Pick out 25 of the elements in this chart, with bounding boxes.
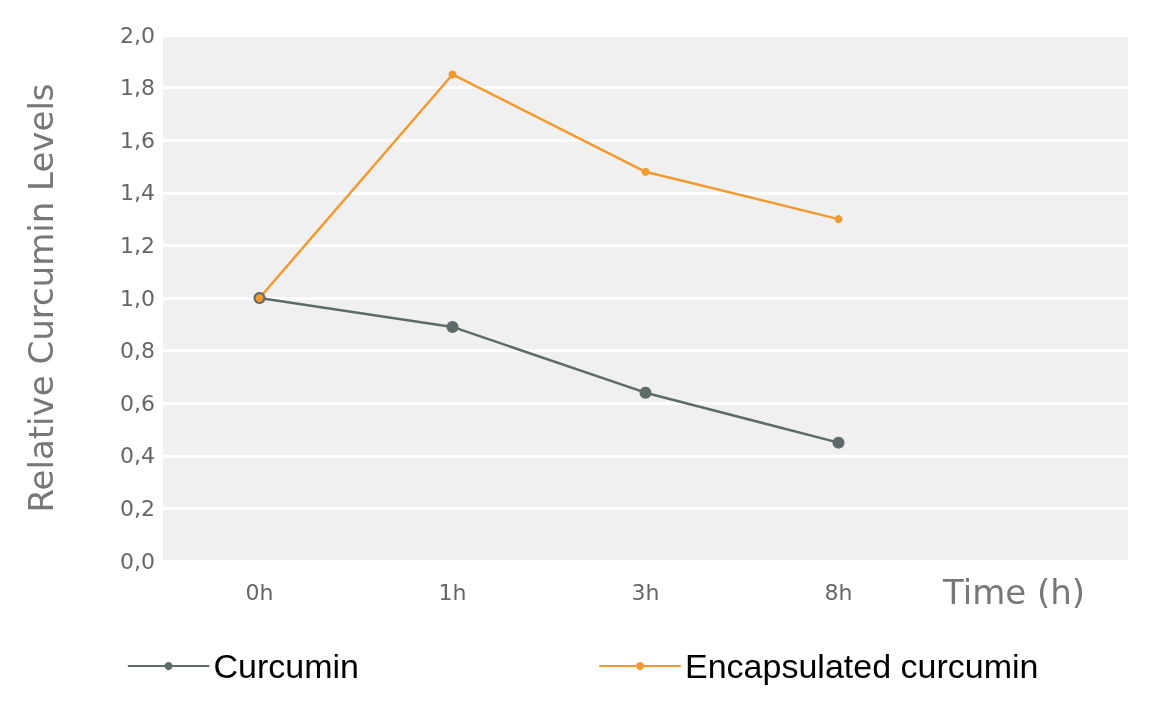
x-tick-label: 0h — [245, 579, 274, 605]
y-tick-label: 0,2 — [120, 495, 155, 521]
legend-label: Encapsulated curcumin — [685, 647, 1039, 685]
point — [641, 167, 650, 176]
y-tick-label: 0,0 — [120, 548, 155, 574]
y-tick-label: 0,4 — [120, 443, 155, 469]
x-tick-label: 8h — [824, 579, 853, 605]
x-tick-label: 3h — [631, 579, 660, 605]
y-tick-label: 1,4 — [120, 180, 155, 206]
y-tick-label: 1,8 — [120, 75, 155, 101]
point — [639, 386, 652, 399]
y-tick-label: 1,2 — [120, 232, 155, 258]
point — [834, 215, 843, 224]
legend-label: Curcumin — [213, 647, 360, 685]
x-axis-title: Time (h) — [942, 572, 1086, 612]
point — [446, 320, 459, 333]
y-tick-label: 0,6 — [120, 390, 155, 416]
y-tick-label: 0,8 — [120, 338, 155, 364]
y-tick-label: 1,0 — [120, 285, 155, 311]
y-tick-label: 2,0 — [120, 22, 155, 48]
y-axis-title: Relative Curcumin Levels — [21, 83, 61, 513]
point — [448, 70, 457, 79]
y-tick-label: 1,6 — [120, 127, 155, 153]
x-tick-label: 1h — [438, 579, 467, 605]
point — [832, 436, 845, 449]
